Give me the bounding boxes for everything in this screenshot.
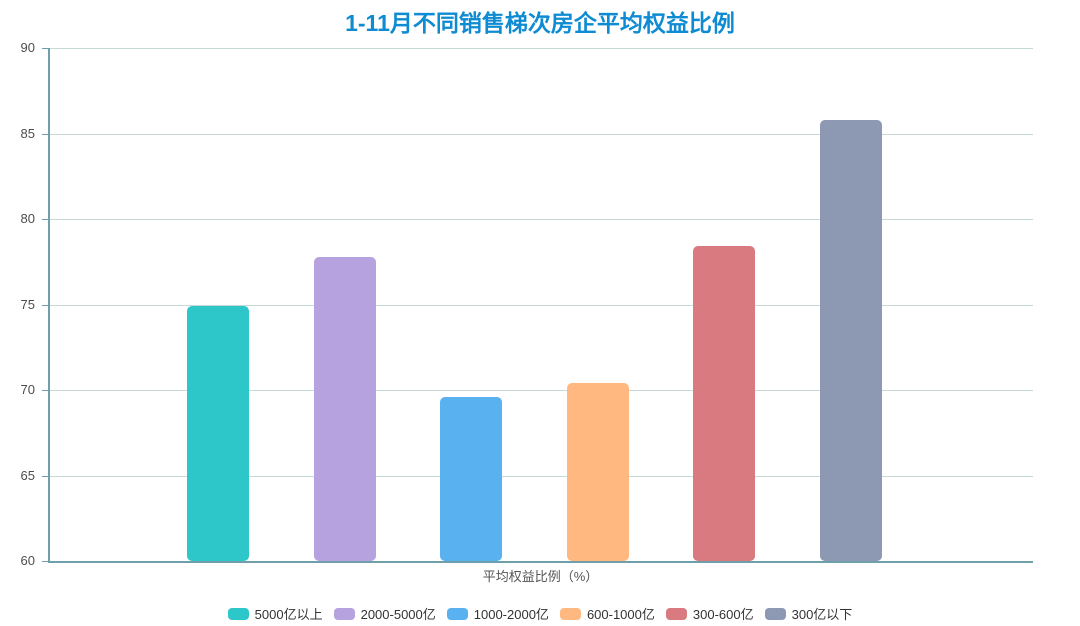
y-tick-label: 60: [20, 553, 35, 568]
bar-series-2[interactable]: [440, 397, 502, 561]
y-tick-label: 85: [20, 126, 35, 141]
legend: 5000亿以上 2000-5000亿 1000-2000亿 600-1000亿 300-…: [0, 604, 1080, 623]
y-tick-mark: [42, 134, 48, 135]
bar-series-0[interactable]: [187, 306, 249, 561]
bar-series-3[interactable]: [567, 383, 629, 561]
y-tick-label: 70: [20, 382, 35, 397]
bar-series-5[interactable]: [820, 120, 882, 561]
legend-label: 1000-2000亿: [473, 607, 549, 622]
legend-label: 300-600亿: [692, 607, 754, 622]
legend-swatch-icon: [227, 607, 249, 620]
y-tick-mark: [42, 561, 48, 562]
y-tick-label: 65: [20, 468, 35, 483]
legend-swatch-icon: [665, 607, 687, 620]
y-tick-label: 80: [20, 211, 35, 226]
x-axis-name: 平均权益比例（%）: [482, 569, 599, 584]
legend-label: 5000亿以上: [254, 607, 323, 622]
legend-label: 2000-5000亿: [360, 607, 436, 622]
gridline: [48, 476, 1033, 477]
chart-title: 1-11月不同销售梯次房企平均权益比例: [345, 10, 735, 36]
y-tick-mark: [42, 476, 48, 477]
y-tick-label: 75: [20, 297, 35, 312]
legend-item-4[interactable]: 300-600亿: [665, 604, 754, 623]
legend-swatch-icon: [559, 607, 581, 620]
y-axis-line: [48, 48, 50, 561]
gridline: [48, 134, 1033, 135]
legend-swatch-icon: [764, 607, 786, 620]
legend-item-1[interactable]: 2000-5000亿: [333, 604, 436, 623]
legend-item-2[interactable]: 1000-2000亿: [446, 604, 549, 623]
legend-swatch-icon: [333, 607, 355, 620]
legend-swatch-icon: [446, 607, 468, 620]
legend-item-3[interactable]: 600-1000亿: [559, 604, 655, 623]
gridline: [48, 305, 1033, 306]
x-axis-line: [48, 561, 1033, 563]
gridline: [48, 48, 1033, 49]
y-tick-mark: [42, 219, 48, 220]
gridline: [48, 219, 1033, 220]
y-tick-label: 90: [20, 40, 35, 55]
bar-series-1[interactable]: [314, 257, 376, 561]
bar-series-4[interactable]: [693, 246, 755, 561]
y-tick-mark: [42, 305, 48, 306]
legend-item-0[interactable]: 5000亿以上: [227, 604, 323, 623]
y-tick-mark: [42, 390, 48, 391]
legend-item-5[interactable]: 300亿以下: [764, 604, 853, 623]
gridline: [48, 390, 1033, 391]
legend-label: 300亿以下: [791, 607, 853, 622]
y-tick-mark: [42, 48, 48, 49]
legend-label: 600-1000亿: [586, 607, 655, 622]
